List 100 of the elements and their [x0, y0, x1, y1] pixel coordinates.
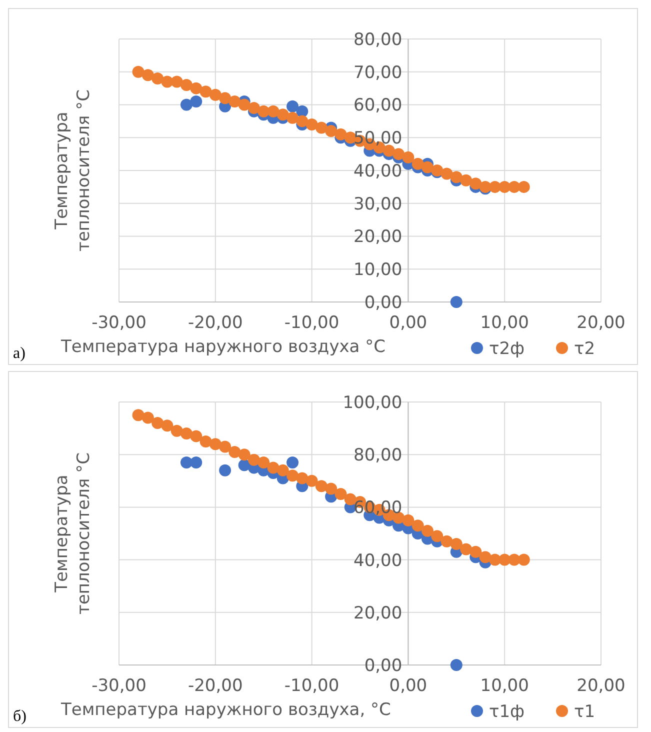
point — [267, 105, 280, 118]
point — [325, 125, 338, 138]
point — [412, 158, 424, 170]
y-tick-label: 20,00 — [354, 227, 402, 248]
point — [238, 98, 250, 111]
point — [286, 100, 299, 112]
point — [306, 118, 318, 130]
y-tick-label: 80,00 — [354, 446, 402, 466]
point — [180, 428, 192, 440]
point — [440, 535, 453, 548]
point — [286, 112, 299, 124]
point — [421, 161, 434, 174]
point — [440, 168, 453, 180]
point — [450, 171, 462, 184]
point — [412, 520, 424, 532]
x-tick-label: 0,00 — [389, 313, 428, 333]
point — [142, 412, 154, 424]
point — [431, 530, 444, 542]
point — [219, 440, 232, 453]
point — [219, 92, 232, 104]
point — [161, 420, 174, 432]
point — [276, 108, 289, 121]
y-tick-label: 70,00 — [354, 62, 402, 83]
y-tick-label: 80,00 — [354, 30, 402, 50]
x-tick-label: 10,00 — [480, 313, 529, 333]
x-tick-label: -20,00 — [188, 313, 243, 333]
point — [315, 122, 328, 134]
point — [325, 482, 338, 495]
point — [518, 180, 530, 193]
point — [276, 464, 289, 476]
point — [450, 659, 462, 671]
point — [267, 462, 280, 474]
point — [248, 454, 260, 466]
point — [258, 105, 270, 118]
point — [306, 474, 318, 487]
y-tick-label: 0,00 — [364, 656, 402, 676]
point — [315, 480, 328, 492]
point — [334, 128, 347, 140]
point — [460, 174, 472, 186]
point — [152, 417, 164, 430]
x-tick-label: -10,00 — [284, 676, 340, 696]
y-tick-label: 10,00 — [354, 260, 402, 280]
point — [152, 72, 164, 84]
point — [498, 180, 511, 193]
point — [248, 102, 260, 114]
point — [402, 151, 414, 164]
x-tick-label: 20,00 — [576, 313, 626, 333]
point — [219, 464, 232, 476]
x-tick-label: -30,00 — [92, 676, 146, 696]
point — [286, 470, 299, 482]
x-axis-title: Температура наружного воздуха °С — [60, 337, 386, 357]
point — [450, 296, 462, 308]
point — [479, 551, 492, 564]
point — [334, 488, 347, 500]
x-tick-label: -30,00 — [92, 313, 146, 333]
point — [460, 543, 472, 556]
point — [190, 82, 202, 94]
point — [209, 438, 222, 450]
point — [200, 86, 212, 98]
legend-label: τ2 — [574, 338, 596, 359]
y-tick-label: 100,00 — [342, 392, 402, 413]
y-axis-title: Температура теплоносителя °С — [52, 452, 94, 614]
point — [508, 180, 520, 193]
point — [470, 178, 482, 190]
point — [190, 456, 202, 468]
x-tick-label: 20,00 — [576, 676, 626, 696]
point — [258, 456, 270, 468]
point — [470, 546, 482, 558]
y-tick-label: 40,00 — [354, 550, 402, 571]
y-tick-label: 30,00 — [354, 194, 402, 214]
point — [518, 554, 530, 566]
point — [170, 76, 183, 88]
y-tick-label: 60,00 — [354, 96, 402, 116]
y-tick-label: 20,00 — [354, 603, 402, 624]
point — [228, 95, 241, 108]
x-tick-label: 10,00 — [480, 676, 529, 696]
point — [498, 554, 511, 566]
legend-label: τ1ф — [489, 702, 525, 722]
legend-label: τ1 — [574, 702, 596, 722]
point — [238, 448, 250, 461]
y-axis-title: Температура теплоносителя °С — [52, 90, 94, 252]
point — [344, 493, 356, 506]
point — [142, 69, 154, 82]
legend-label: τ2ф — [489, 338, 525, 359]
text: а) — [13, 345, 26, 362]
x-axis-title: Температура наружного воздуха, °С — [60, 700, 391, 720]
point — [180, 98, 192, 111]
point — [190, 95, 202, 108]
point — [402, 514, 414, 526]
point — [209, 88, 222, 101]
y-tick-label: 40,00 — [354, 161, 402, 182]
x-tick-label: -20,00 — [188, 676, 243, 696]
point — [132, 66, 144, 78]
point — [421, 524, 434, 537]
point — [200, 435, 212, 448]
text: б) — [13, 708, 26, 725]
point — [180, 79, 192, 92]
point — [296, 115, 308, 128]
point — [392, 148, 405, 160]
x-tick-label: 0,00 — [389, 676, 428, 696]
